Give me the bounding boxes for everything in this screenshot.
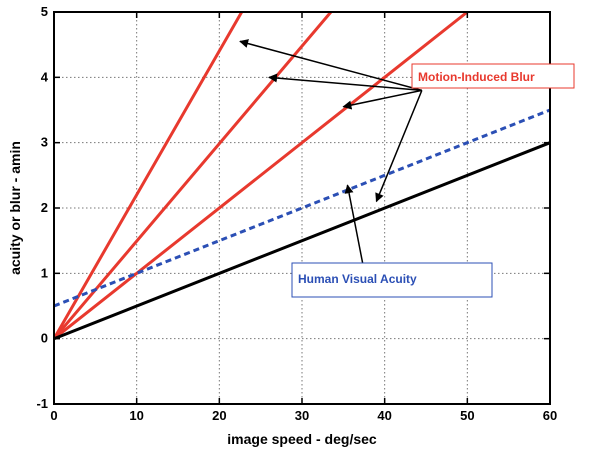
annotations: Motion-Induced Blur Human Visual Acuity	[239, 39, 575, 298]
motion-blur-arrow	[342, 89, 423, 110]
x-tick-label: 40	[377, 408, 391, 423]
y-tick-label: 1	[41, 265, 48, 280]
motion-blur-arrow	[375, 90, 423, 203]
y-tick-label: 5	[41, 4, 48, 19]
x-tick-label: 0	[50, 408, 57, 423]
y-tick-label: 2	[41, 200, 48, 215]
series-line-5	[54, 141, 550, 341]
x-tick-label: 50	[460, 408, 474, 423]
x-tick-label: 30	[295, 408, 309, 423]
series-line-2	[54, 12, 333, 341]
series-line-3	[54, 12, 469, 341]
motion-blur-label: Motion-Induced Blur	[418, 70, 535, 84]
series-line-4	[54, 108, 550, 308]
x-tick-label: 60	[543, 408, 557, 423]
y-tick-label: 3	[41, 135, 48, 150]
y-axis-label: acuity or blur - amin	[7, 141, 23, 275]
visual-acuity-label-box	[291, 262, 493, 298]
x-tick-label: 10	[129, 408, 143, 423]
series-line-1	[54, 12, 244, 341]
motion-blur-arrow	[268, 73, 422, 92]
visual-acuity-arrow	[344, 184, 365, 271]
y-tick-label: 4	[41, 69, 49, 84]
motion-blur-arrow	[239, 39, 423, 92]
y-tick-label: 0	[41, 331, 48, 346]
visual-acuity-label: Human Visual Acuity	[298, 272, 417, 286]
series-layer	[54, 12, 550, 341]
x-tick-label: 20	[212, 408, 226, 423]
x-axis-label: image speed - deg/sec	[227, 431, 377, 447]
motion-blur-label-box	[411, 63, 575, 89]
y-tick-label: -1	[36, 396, 48, 411]
